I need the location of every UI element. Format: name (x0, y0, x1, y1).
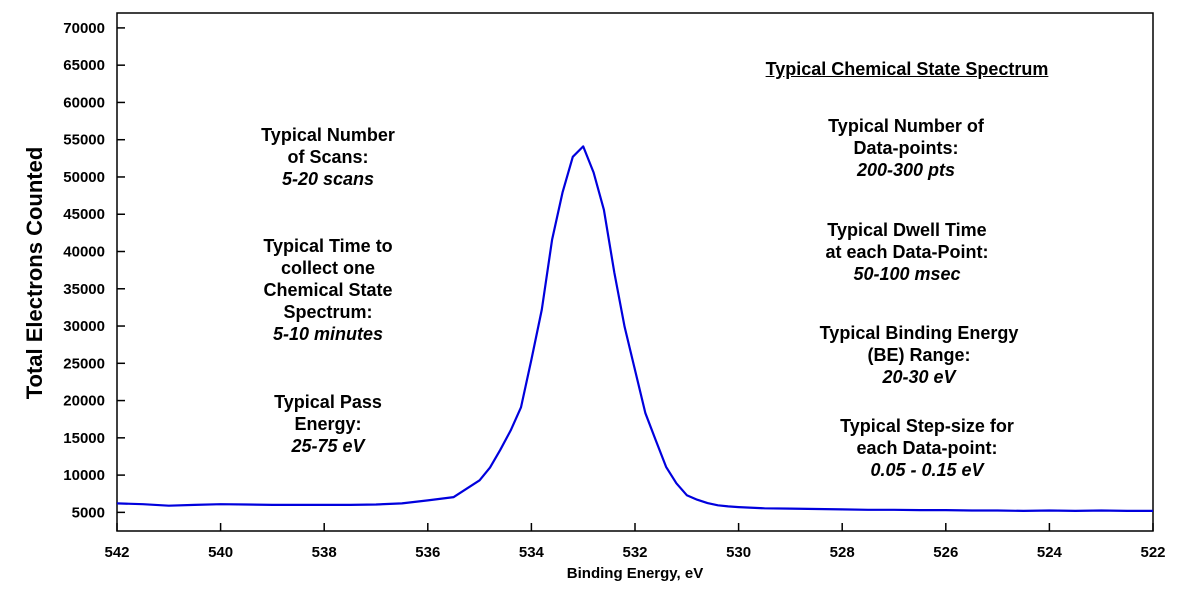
y-tick-label: 70000 (63, 20, 105, 37)
y-tick-label: 65000 (63, 57, 105, 74)
annotation-line: Typical Step-size for (840, 416, 1014, 436)
x-tick-label: 524 (1037, 544, 1063, 561)
annotation-value: 5-20 scans (281, 169, 375, 189)
x-tick-label: 534 (519, 544, 545, 561)
y-tick-label: 45000 (63, 206, 105, 223)
annotation-time: Typical Time to collect one Chemical Sta… (263, 235, 392, 345)
y-tick-label: 10000 (63, 467, 105, 484)
y-tick-label: 55000 (63, 132, 105, 149)
annotation-scans: Typical Number of Scans: 5-20 scans (261, 124, 395, 190)
annotation-line: Typical Dwell Time (827, 220, 987, 240)
annotation-data-points: Typical Number of Data-points: 200-300 p… (828, 115, 984, 181)
annotation-line: Spectrum: (283, 302, 373, 322)
y-tick-label: 50000 (63, 169, 105, 186)
annotation-pass-energy: Typical Pass Energy: 25-75 eV (274, 391, 382, 457)
annotation-value: 5-10 minutes (272, 324, 384, 344)
annotation-line: Typical Pass (274, 392, 382, 412)
annotation-be-range: Typical Binding Energy (BE) Range: 20-30… (820, 322, 1019, 388)
y-tick-label: 15000 (63, 430, 105, 447)
annotation-value: 20-30 eV (882, 367, 956, 387)
annotation-value: 25-75 eV (291, 436, 365, 456)
x-tick-label: 532 (622, 544, 647, 561)
annotation-line: Energy: (294, 414, 362, 434)
y-tick-label: 5000 (72, 504, 105, 521)
annotation-step-size: Typical Step-size for each Data-point: 0… (840, 415, 1014, 481)
annotation-line: Data-points: (853, 138, 959, 158)
annotation-line: Typical Binding Energy (819, 323, 1019, 343)
annotation-dwell-time: Typical Dwell Time at each Data-Point: 5… (825, 219, 988, 285)
annotation-line: Typical Time to (263, 236, 393, 256)
x-tick-label: 530 (726, 544, 751, 561)
annotation-line: each Data-point: (856, 438, 998, 458)
x-axis-label: Binding Energy, eV (566, 565, 704, 582)
annotation-value: 50-100 msec (853, 264, 961, 284)
annotation-line: at each Data-Point: (825, 242, 989, 262)
annotation-value: 200-300 pts (856, 160, 956, 180)
annotation-value: 0.05 - 0.15 eV (870, 460, 984, 480)
annotation-line: Typical Number of (828, 116, 984, 136)
annotation-line: collect one (280, 258, 376, 278)
y-tick-label: 60000 (63, 94, 105, 111)
annotation-line: Chemical State (263, 280, 393, 300)
y-axis-label: Total Electrons Counted (22, 146, 47, 400)
y-tick-label: 25000 (63, 355, 105, 372)
x-tick-label: 542 (104, 544, 129, 561)
x-tick-label: 522 (1140, 544, 1165, 561)
y-tick-label: 30000 (63, 318, 105, 335)
y-tick-label: 20000 (63, 393, 105, 410)
annotation-line: (BE) Range: (867, 345, 971, 365)
annotation-line: Typical Number (261, 125, 395, 145)
y-tick-label: 35000 (63, 281, 105, 298)
x-tick-label: 536 (415, 544, 440, 561)
y-tick-label: 40000 (63, 244, 105, 261)
x-tick-label: 540 (208, 544, 233, 561)
annotation-title: Typical Chemical State Spectrum (765, 59, 1049, 79)
spectrum-line (116, 145, 1153, 512)
x-tick-label: 526 (933, 544, 958, 561)
x-tick-label: 538 (312, 544, 337, 561)
annotation-line: of Scans: (287, 147, 369, 167)
x-tick-label: 528 (830, 544, 855, 561)
